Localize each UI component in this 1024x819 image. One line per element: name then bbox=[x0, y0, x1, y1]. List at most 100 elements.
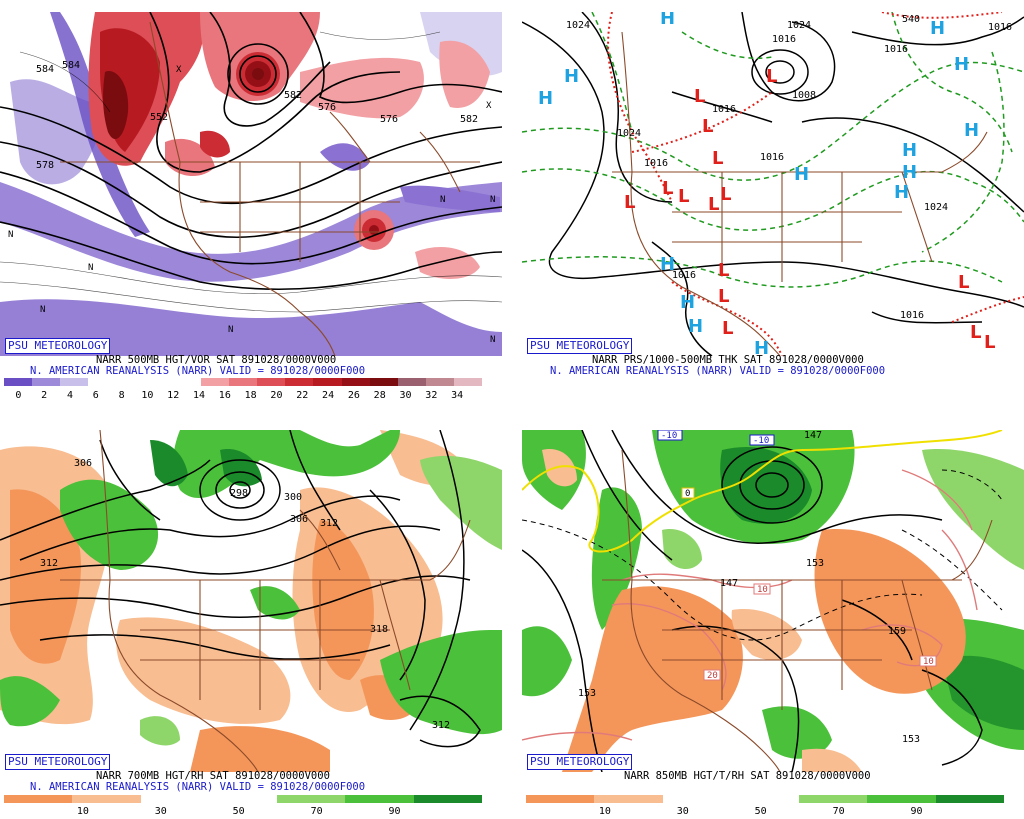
colorbar-tick: 30 bbox=[399, 390, 412, 401]
low-pressure-center: L bbox=[702, 116, 713, 137]
minimum-marker: N bbox=[490, 195, 495, 205]
isobar-label: 1024 bbox=[787, 20, 811, 31]
colorbar-swatch bbox=[345, 795, 414, 803]
humidity-colorbar-ticks: 10 30 50 70 90 bbox=[526, 806, 1004, 818]
low-pressure-center: L bbox=[708, 194, 719, 215]
colorbar-swatch bbox=[88, 378, 117, 386]
colorbar-tick: 2 bbox=[41, 390, 48, 401]
humidity-colorbar bbox=[526, 795, 1004, 803]
low-pressure-center: L bbox=[694, 86, 705, 107]
contour-label: 576 bbox=[380, 114, 398, 125]
colorbar-tick: 28 bbox=[373, 390, 386, 401]
minimum-marker: N bbox=[490, 335, 495, 345]
low-pressure-center: L bbox=[718, 260, 729, 281]
colorbar-tick: 30 bbox=[154, 806, 167, 817]
colorbar-swatch bbox=[935, 795, 1004, 803]
low-pressure-center: L bbox=[624, 192, 635, 213]
height-label: 147 bbox=[720, 578, 738, 589]
height-label: 306 bbox=[74, 458, 92, 469]
colorbar-tick: 90 bbox=[388, 806, 401, 817]
colorbar-tick: 34 bbox=[451, 390, 464, 401]
reanalysis-valid-line: N. AMERICAN REANALYSIS (NARR) VALID = 89… bbox=[30, 365, 366, 377]
psu-meteorology-badge: PSU METEOROLOGY bbox=[527, 754, 633, 770]
low-pressure-center: L bbox=[718, 286, 729, 307]
colorbar-swatch bbox=[594, 795, 663, 803]
height-label: 300 bbox=[284, 492, 302, 503]
contour-label: 584 bbox=[62, 60, 80, 71]
panel-surface-pressure-thickness: 1024 1024 1016 1016 1024 1016 1008 1016 … bbox=[522, 12, 1024, 392]
isobar-label: 1008 bbox=[792, 90, 816, 101]
contour-label: 576 bbox=[318, 102, 336, 113]
colorbar-swatch bbox=[413, 795, 482, 803]
colorbar-tick: 16 bbox=[218, 390, 231, 401]
minimum-marker: N bbox=[8, 230, 13, 240]
high-pressure-center: H bbox=[954, 54, 969, 75]
high-pressure-center: H bbox=[564, 66, 579, 87]
psu-meteorology-badge: PSU METEOROLOGY bbox=[527, 338, 633, 354]
vorticity-colorbar bbox=[4, 378, 483, 386]
isotherm-box: 10 bbox=[757, 585, 768, 595]
humidity-700-map: 306 312 300 306 312 318 312 298 bbox=[0, 430, 502, 772]
colorbar-swatch bbox=[116, 378, 145, 386]
colorbar-tick: 22 bbox=[296, 390, 309, 401]
colorbar-swatch bbox=[799, 795, 868, 803]
isobar-label: 1016 bbox=[884, 44, 908, 55]
panel-700mb-humidity: 306 312 300 306 312 318 312 298 PSU METE… bbox=[0, 430, 502, 819]
vorticity-map: 584 578 576 582 584 552 576 582 N N N N … bbox=[0, 12, 502, 356]
high-pressure-center: H bbox=[930, 18, 945, 39]
colorbar-swatch bbox=[257, 378, 286, 386]
isobar-label: 1016 bbox=[900, 310, 924, 321]
colorbar-swatch bbox=[60, 378, 89, 386]
colorbar-swatch bbox=[341, 378, 370, 386]
colorbar-swatch bbox=[526, 795, 595, 803]
colorbar-tick: 90 bbox=[910, 806, 923, 817]
high-pressure-center: H bbox=[794, 164, 809, 185]
colorbar-swatch bbox=[229, 378, 258, 386]
high-pressure-center: H bbox=[660, 254, 675, 275]
map-title: NARR 850MB HGT/T/RH SAT 891028/0000V000 bbox=[624, 770, 871, 782]
colorbar-tick: 70 bbox=[832, 806, 845, 817]
humidity-colorbar bbox=[4, 795, 482, 803]
height-label: 153 bbox=[902, 734, 920, 745]
contour-label: 582 bbox=[284, 90, 302, 101]
minimum-marker: N bbox=[40, 305, 45, 315]
panel-500mb-vorticity: 584 578 576 582 584 552 576 582 N N N N … bbox=[0, 12, 502, 401]
colorbar-swatch bbox=[144, 378, 173, 386]
low-pressure-center: L bbox=[712, 148, 723, 169]
colorbar-swatch bbox=[662, 795, 731, 803]
colorbar-swatch bbox=[867, 795, 936, 803]
height-label: 298 bbox=[230, 488, 248, 499]
colorbar-tick: 32 bbox=[425, 390, 438, 401]
psu-meteorology-badge: PSU METEOROLOGY bbox=[5, 754, 111, 770]
colorbar-swatch bbox=[72, 795, 141, 803]
colorbar-tick: 20 bbox=[270, 390, 283, 401]
high-pressure-center: H bbox=[902, 162, 917, 183]
maximum-marker: X bbox=[176, 65, 182, 75]
isotherm-box: -10 bbox=[753, 436, 769, 446]
colorbar-swatch bbox=[4, 378, 33, 386]
high-pressure-center: H bbox=[964, 120, 979, 141]
map-title: NARR 700MB HGT/RH SAT 891028/0000V000 bbox=[96, 770, 330, 782]
isotherm-box: 20 bbox=[707, 671, 718, 681]
reanalysis-valid-line: N. AMERICAN REANALYSIS (NARR) VALID = 89… bbox=[30, 781, 366, 793]
colorbar-tick: 6 bbox=[92, 390, 99, 401]
humidity-colorbar-ticks: 10 30 50 70 90 bbox=[4, 806, 482, 818]
contour-label: 582 bbox=[460, 114, 478, 125]
colorbar-swatch bbox=[369, 378, 398, 386]
contour-label: 578 bbox=[36, 160, 54, 171]
minimum-marker: N bbox=[440, 195, 445, 205]
pressure-map: 1024 1024 1016 1016 1024 1016 1008 1016 … bbox=[522, 12, 1024, 356]
colorbar-tick: 70 bbox=[310, 806, 323, 817]
colorbar-swatch bbox=[4, 795, 73, 803]
isobar-label: 1016 bbox=[712, 104, 736, 115]
colorbar-swatch bbox=[397, 378, 426, 386]
colorbar-tick: 10 bbox=[76, 806, 89, 817]
isobar-label: 1016 bbox=[672, 270, 696, 281]
psu-meteorology-badge: PSU METEOROLOGY bbox=[5, 338, 111, 354]
low-pressure-center: L bbox=[984, 332, 995, 353]
maximum-marker: X bbox=[486, 101, 492, 111]
colorbar-swatch bbox=[277, 795, 346, 803]
height-label: 306 bbox=[290, 514, 308, 525]
high-pressure-center: H bbox=[902, 140, 917, 161]
isobar-label: 1016 bbox=[772, 34, 796, 45]
